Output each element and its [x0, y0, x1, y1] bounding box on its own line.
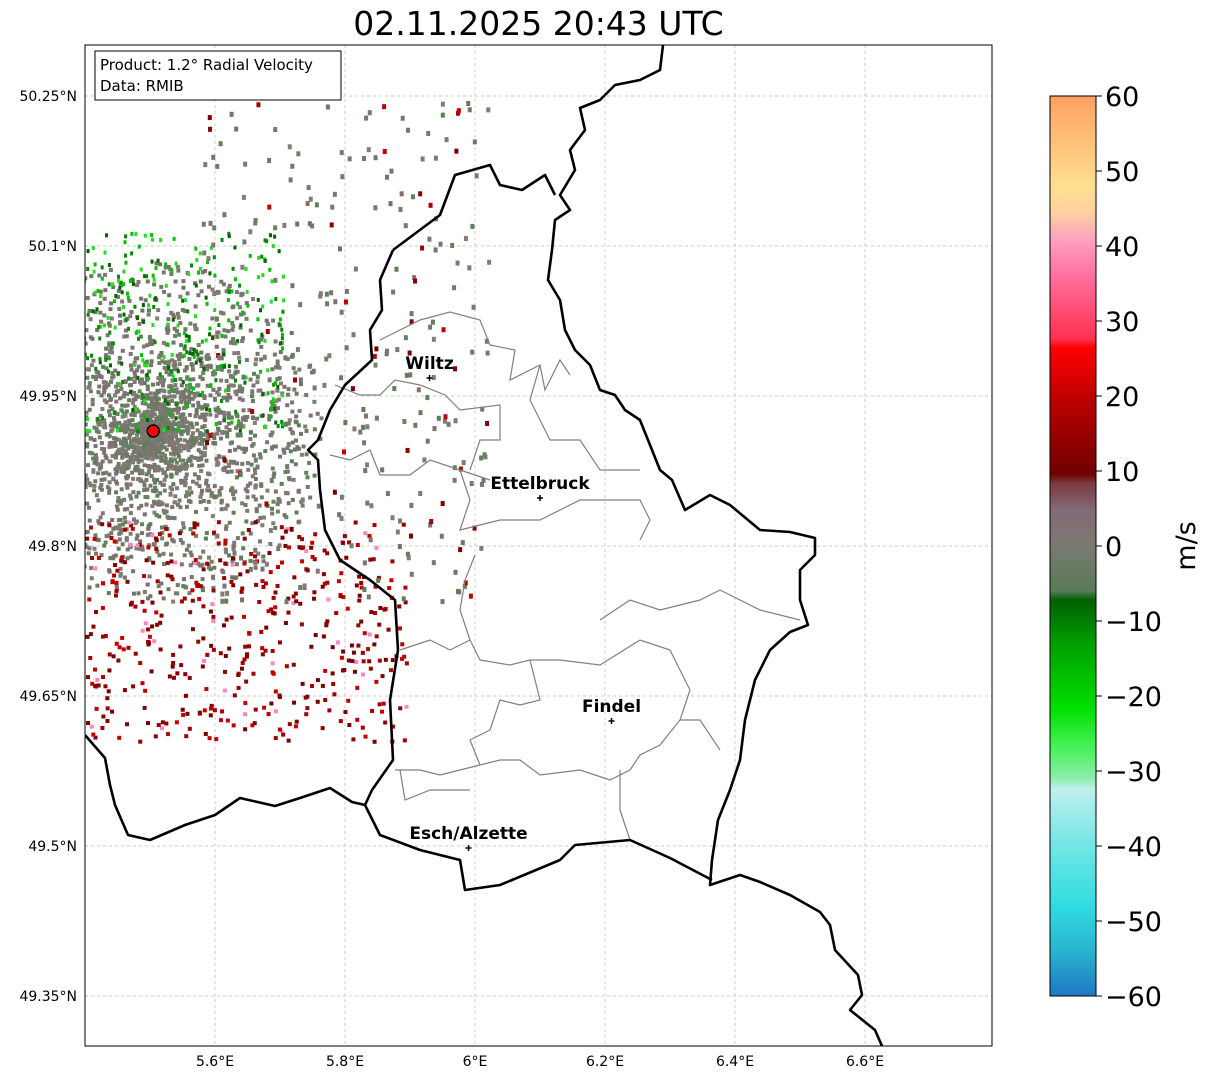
lon-tick-label: 5.6°E — [196, 1054, 234, 1070]
colorbar-tick-label: 40 — [1105, 232, 1139, 263]
colorbar-tick-label: −50 — [1105, 907, 1162, 938]
lat-tick-label: 50.25°N — [19, 89, 77, 105]
city-ettelbruck: Ettelbruck — [490, 474, 590, 501]
city-esch-alzette: Esch/Alzette — [409, 824, 528, 851]
city-wiltz: Wiltz — [405, 354, 454, 381]
city-label: Ettelbruck — [490, 474, 590, 494]
colorbar-label: m/s — [1171, 521, 1202, 570]
colorbar-tick-label: 0 — [1105, 532, 1122, 563]
city-label: Findel — [582, 697, 641, 717]
colorbar-tick-label: 30 — [1105, 307, 1139, 338]
lat-tick-label: 49.65°N — [19, 689, 77, 705]
lat-tick-label: 50.1°N — [28, 239, 77, 255]
city-markers: Wiltz Ettelbruck Findel Esch/Alzette — [405, 354, 641, 851]
colorbar-tick-label: 10 — [1105, 457, 1139, 488]
colorbar-tick-label: 50 — [1105, 157, 1139, 188]
gridlines — [85, 45, 992, 1046]
city-marker-icon — [608, 718, 615, 724]
lon-tick-label: 6.6°E — [846, 1054, 884, 1070]
lat-tick-label: 49.8°N — [28, 539, 77, 555]
axis-ticks: 5.6°E 5.8°E 6°E 6.2°E 6.4°E 6.6°E 50.25°N 50.1°… — [19, 89, 884, 1070]
colorbar-tick-label: −10 — [1105, 607, 1162, 638]
city-marker-icon — [426, 375, 433, 381]
country-borders — [85, 45, 884, 1046]
colorbar-tick-label: −30 — [1105, 757, 1162, 788]
radar-site-marker — [146, 424, 160, 438]
city-findel: Findel — [582, 697, 641, 724]
lat-tick-label: 49.5°N — [28, 839, 77, 855]
colorbar-tick-label: 60 — [1105, 82, 1139, 113]
info-product: Product: 1.2° Radial Velocity — [100, 56, 313, 74]
lat-tick-label: 49.95°N — [19, 389, 77, 405]
colorbar-tick-label: 20 — [1105, 382, 1139, 413]
colorbar-tick-label: −20 — [1105, 682, 1162, 713]
lon-tick-label: 5.8°E — [326, 1054, 364, 1070]
colorbar-scale — [1049, 95, 1097, 997]
info-data-source: Data: RMIB — [100, 77, 184, 95]
city-marker-icon — [465, 845, 472, 851]
city-label: Esch/Alzette — [409, 824, 527, 844]
info-box: Product: 1.2° Radial Velocity Data: RMIB — [94, 50, 342, 101]
city-marker-icon — [537, 495, 543, 501]
colorbar-tick-label: −40 — [1105, 832, 1162, 863]
radar-echoes — [85, 100, 492, 744]
lat-tick-label: 49.35°N — [19, 989, 77, 1005]
colorbar: 60 50 40 30 20 10 0 −10 −20 −30 −40 −50 −60 m/s — [1049, 82, 1202, 1013]
city-label: Wiltz — [405, 354, 454, 374]
map-frame — [84, 44, 993, 1047]
canton-boundaries — [329, 311, 801, 841]
lon-tick-label: 6.4°E — [716, 1054, 754, 1070]
colorbar-tick-label: −60 — [1105, 982, 1162, 1013]
lon-tick-label: 6.2°E — [586, 1054, 624, 1070]
lon-tick-label: 6°E — [463, 1054, 488, 1070]
map-title: 02.11.2025 20:43 UTC — [353, 4, 724, 43]
